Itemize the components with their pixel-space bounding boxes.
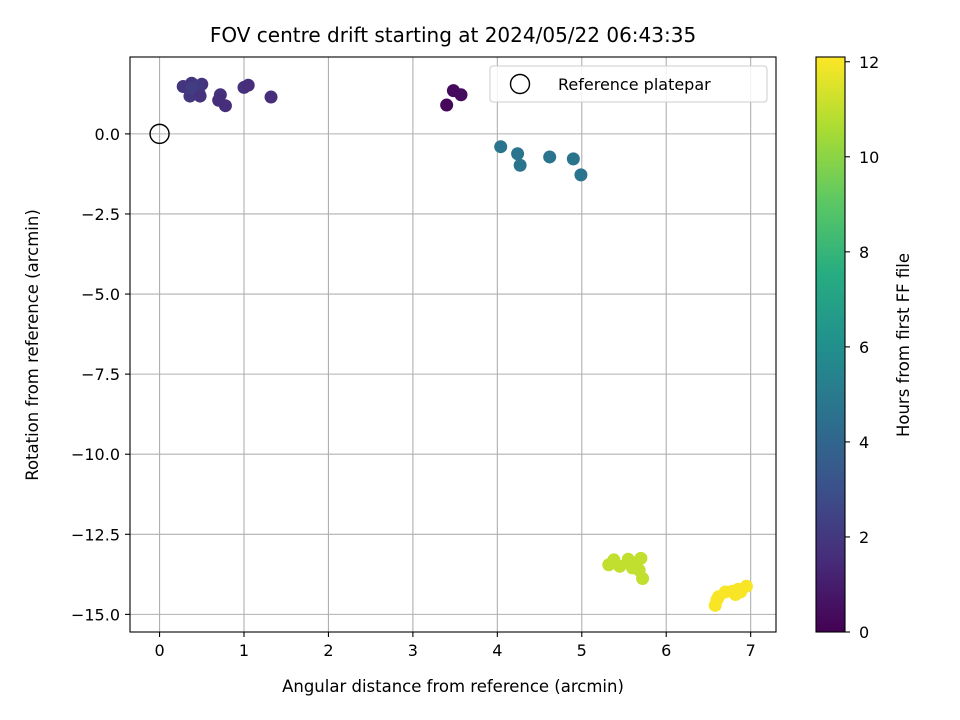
y-tick-label: 0.0: [95, 125, 120, 144]
y-tick-label: −2.5: [81, 205, 120, 224]
y-tick-label: −7.5: [81, 365, 120, 384]
y-tick-label: −15.0: [71, 605, 120, 624]
reference-point: [149, 123, 170, 145]
legend-reference-label: Reference platepar: [558, 75, 711, 94]
colorbar-tick-label: 6: [859, 338, 869, 357]
y-tick-label: −12.5: [71, 525, 120, 544]
x-tick-label: 1: [239, 641, 249, 660]
scatter-point: [193, 89, 207, 103]
scatter-point: [264, 90, 278, 104]
colorbar-tick-label: 8: [859, 243, 869, 262]
x-tick-label: 4: [492, 641, 502, 660]
colorbar-tick-label: 4: [859, 433, 869, 452]
scatter-point: [494, 140, 508, 154]
grid-lines: [130, 57, 776, 632]
scatter-point: [634, 551, 648, 565]
x-tick-label: 6: [661, 641, 671, 660]
scatter-point: [511, 147, 525, 161]
colorbar-frame: [815, 56, 846, 633]
x-axis-label: Angular distance from reference (arcmin): [282, 677, 624, 696]
colorbar-tick-label: 2: [859, 528, 869, 547]
legend-reference-marker-icon: [509, 73, 531, 95]
plot-frame: [129, 56, 777, 633]
scatter-point: [513, 158, 527, 172]
x-tick-label: 5: [577, 641, 587, 660]
colorbar-tick-label: 12: [859, 53, 879, 72]
colorbar-tick-label: 10: [859, 148, 879, 167]
chart-title: FOV centre drift starting at 2024/05/22 …: [210, 23, 696, 47]
colorbar-tick-label: 0: [859, 623, 869, 642]
scatter-point: [543, 150, 557, 164]
y-axis-label: Rotation from reference (arcmin): [23, 209, 42, 481]
legend-box: [489, 65, 768, 103]
x-axis-ticks: 0 1 2 3 4 5 6 7: [154, 632, 756, 660]
scatter-point: [454, 88, 468, 102]
scatter-points: [176, 76, 753, 612]
colorbar: 0 2 4 6 8 10 12 Hours from first FF file: [815, 53, 913, 642]
y-axis-ticks: 0.0 −2.5 −5.0 −7.5 −10.0 −12.5 −15.0: [71, 125, 130, 624]
scatter-point: [739, 579, 753, 593]
legend: Reference platepar: [489, 65, 768, 103]
scatter-point: [185, 81, 199, 95]
scatter-point: [574, 168, 588, 182]
y-tick-label: −5.0: [81, 285, 120, 304]
reference-platepar-marker: [149, 123, 170, 145]
x-tick-label: 0: [154, 641, 164, 660]
y-tick-label: −10.0: [71, 445, 120, 464]
x-tick-label: 2: [323, 641, 333, 660]
scatter-point: [636, 572, 650, 586]
scatter-point: [566, 152, 580, 166]
x-tick-label: 3: [408, 641, 418, 660]
colorbar-ticks: 0 2 4 6 8 10 12: [845, 53, 879, 642]
scatter-point: [440, 98, 454, 112]
scatter-point: [218, 99, 232, 113]
x-tick-label: 7: [746, 641, 756, 660]
colorbar-gradient: [816, 57, 845, 632]
scatter-point: [241, 78, 255, 92]
colorbar-label: Hours from first FF file: [894, 253, 913, 437]
